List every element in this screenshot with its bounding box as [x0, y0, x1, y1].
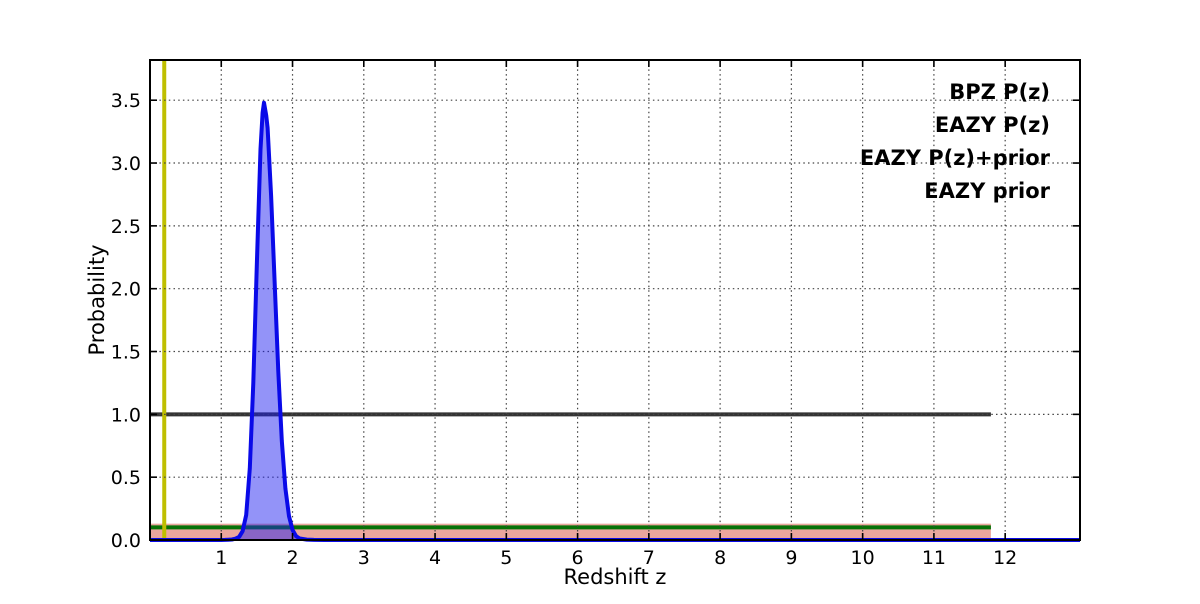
legend-label-3: EAZY prior	[924, 179, 1050, 203]
legend-label-2: EAZY P(z)+prior	[860, 146, 1051, 170]
y-tick-label: 2.5	[111, 216, 141, 238]
y-tick-label: 2.0	[111, 279, 141, 301]
y-tick-label: 1.0	[111, 404, 141, 426]
yaxis-label: Probability	[85, 244, 109, 355]
plot-frame	[149, 59, 1081, 541]
x-tick-label: 2	[286, 547, 298, 569]
x-tick-label: 7	[643, 547, 655, 569]
x-tick-label: 1	[215, 547, 227, 569]
x-tick-label: 5	[500, 547, 512, 569]
x-tick-label: 3	[358, 547, 370, 569]
legend-label-1: EAZY P(z)	[935, 113, 1050, 137]
x-tick-label: 4	[429, 547, 441, 569]
legend-label-0: BPZ P(z)	[949, 80, 1050, 104]
x-tick-label: 9	[785, 547, 797, 569]
x-tick-label: 10	[851, 547, 875, 569]
x-tick-label: 6	[572, 547, 584, 569]
x-tick-label: 8	[714, 547, 726, 569]
y-tick-label: 1.5	[111, 342, 141, 364]
y-tick-label: 3.5	[111, 90, 141, 112]
x-tick-label: 11	[922, 547, 946, 569]
x-tick-label: 12	[993, 547, 1017, 569]
y-tick-label: 0.0	[111, 530, 141, 552]
xaxis-label: Redshift z	[564, 565, 667, 589]
y-tick-label: 3.0	[111, 153, 141, 175]
y-tick-label: 0.5	[111, 467, 141, 489]
